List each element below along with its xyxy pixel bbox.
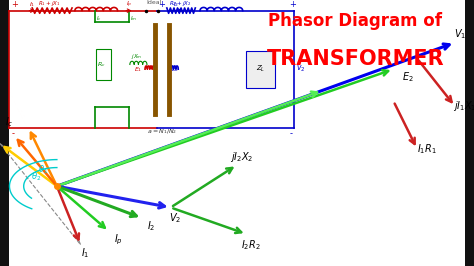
Text: $R_c$: $R_c$ xyxy=(97,60,106,69)
Text: $I_p$: $I_p$ xyxy=(126,0,132,10)
Text: $jI_2X_2$: $jI_2X_2$ xyxy=(230,150,254,164)
Text: $jI_1X_1$: $jI_1X_1$ xyxy=(453,99,474,113)
Text: $V_1$: $V_1$ xyxy=(454,28,466,41)
Text: $a=N_1/N_2$: $a=N_1/N_2$ xyxy=(146,127,177,136)
Text: $R_2+jX_2$: $R_2+jX_2$ xyxy=(169,0,192,8)
Text: $I_c$: $I_c$ xyxy=(96,14,101,23)
Text: $I_2$: $I_2$ xyxy=(147,219,156,233)
Text: $I_1$: $I_1$ xyxy=(29,0,36,9)
Text: -: - xyxy=(11,129,14,138)
Text: $E_1$: $E_1$ xyxy=(134,65,143,74)
Text: Ideal: Ideal xyxy=(146,0,161,5)
Text: +: + xyxy=(289,0,296,9)
Bar xyxy=(246,51,275,88)
Text: $v_2$: $v_2$ xyxy=(296,64,306,74)
Text: $I_2$: $I_2$ xyxy=(173,0,180,9)
Text: $jX_m$: $jX_m$ xyxy=(131,52,142,61)
Text: $I_c$: $I_c$ xyxy=(5,115,14,129)
Text: Phasor Diagram of: Phasor Diagram of xyxy=(268,12,443,30)
Text: $E_2$: $E_2$ xyxy=(402,70,413,84)
Text: TRANSFORMER: TRANSFORMER xyxy=(267,48,444,69)
Text: $I_m$: $I_m$ xyxy=(130,14,137,23)
Text: $R_1+jX_1$: $R_1+jX_1$ xyxy=(38,0,61,8)
Text: $I_2R_2$: $I_2R_2$ xyxy=(241,238,261,252)
Text: $Z_L$: $Z_L$ xyxy=(256,64,265,74)
Text: $I_p$: $I_p$ xyxy=(114,232,123,247)
Text: $V_2$: $V_2$ xyxy=(169,211,182,225)
Text: $\theta_2$: $\theta_2$ xyxy=(31,171,41,183)
Text: $E_2$: $E_2$ xyxy=(171,65,179,74)
Text: +: + xyxy=(11,0,18,9)
Text: $\theta_1$: $\theta_1$ xyxy=(38,164,48,176)
Text: +: + xyxy=(158,0,165,9)
Bar xyxy=(96,48,111,80)
Text: $I_1R_1$: $I_1R_1$ xyxy=(417,142,437,156)
Text: -: - xyxy=(289,129,292,138)
Text: $I_1$: $I_1$ xyxy=(81,246,90,260)
